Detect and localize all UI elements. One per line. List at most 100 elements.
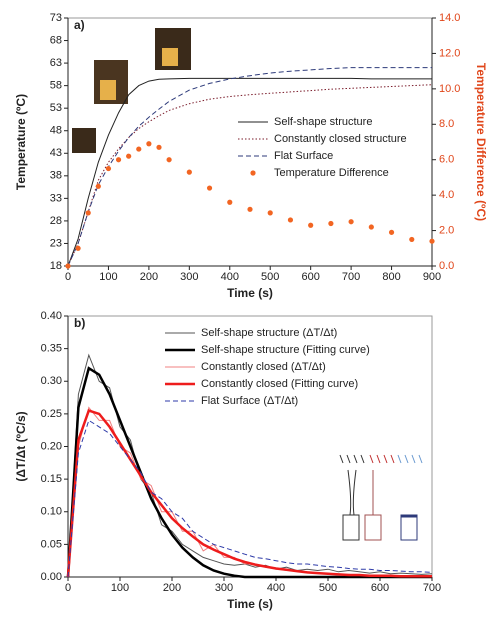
legend-label: Constantly closed (ΔT/Δt) bbox=[201, 361, 326, 373]
x-tick-label: 500 bbox=[319, 582, 337, 594]
legend-label: Flat Surface (ΔT/Δt) bbox=[201, 395, 298, 407]
inset-photo bbox=[100, 80, 116, 100]
data-point bbox=[287, 217, 294, 223]
x-tick-label: 200 bbox=[163, 582, 181, 594]
x-axis-title: Time (s) bbox=[227, 286, 273, 300]
x-tick-label: 500 bbox=[261, 271, 279, 283]
y2-tick-label: 2.0 bbox=[439, 224, 454, 236]
y-tick-label: 18 bbox=[50, 260, 62, 272]
x-tick-label: 0 bbox=[65, 582, 71, 594]
series-line bbox=[67, 406, 432, 578]
series-line bbox=[67, 353, 433, 578]
y-tick-label: 73 bbox=[50, 12, 62, 24]
legend-label: Self-shape structure bbox=[274, 116, 372, 128]
x-tick-label: 0 bbox=[65, 271, 71, 283]
x-tick-label: 600 bbox=[371, 582, 389, 594]
legend-label: Constantly closed structure bbox=[274, 133, 407, 145]
y-tick-label: 0.10 bbox=[41, 506, 62, 518]
data-point bbox=[206, 185, 213, 191]
data-point bbox=[136, 146, 142, 152]
y-tick-label: 0.25 bbox=[41, 408, 62, 420]
data-point bbox=[85, 210, 91, 216]
x-tick-label: 700 bbox=[342, 271, 360, 283]
y-tick-label: 48 bbox=[50, 125, 62, 137]
panel-label: b) bbox=[74, 316, 85, 330]
y-tick-label: 58 bbox=[50, 80, 62, 92]
y-tick-label: 68 bbox=[50, 34, 62, 46]
inset-photos bbox=[72, 28, 191, 153]
inset-photo bbox=[162, 48, 178, 66]
data-point bbox=[146, 141, 152, 147]
y2-tick-label: 4.0 bbox=[439, 189, 454, 201]
data-point bbox=[227, 199, 233, 205]
series-line bbox=[66, 409, 432, 578]
series-line bbox=[67, 77, 432, 267]
y2-tick-label: 8.0 bbox=[439, 118, 454, 130]
y-tick-label: 43 bbox=[50, 147, 62, 159]
series-line bbox=[67, 67, 432, 267]
data-point bbox=[348, 219, 354, 225]
data-point bbox=[95, 183, 101, 189]
y2-tick-label: 12.0 bbox=[439, 47, 460, 59]
x-tick-label: 900 bbox=[423, 271, 441, 283]
y-tick-label: 53 bbox=[50, 102, 62, 114]
y-tick-label: 33 bbox=[50, 192, 62, 204]
y-tick-label: 0.15 bbox=[41, 473, 62, 485]
data-point bbox=[186, 169, 192, 175]
y-tick-label: 23 bbox=[50, 237, 62, 249]
data-point bbox=[388, 229, 395, 235]
inset-photo bbox=[72, 128, 96, 153]
y-tick-label: 0.20 bbox=[41, 440, 62, 452]
y-tick-label: 0.00 bbox=[41, 571, 62, 583]
x-tick-label: 100 bbox=[99, 271, 117, 283]
x-tick-label: 600 bbox=[301, 271, 319, 283]
y-tick-label: 0.30 bbox=[41, 375, 62, 387]
y-tick-label: 0.05 bbox=[41, 538, 62, 550]
y-tick-label: 63 bbox=[50, 57, 62, 69]
x-tick-label: 300 bbox=[180, 271, 198, 283]
x-tick-label: 700 bbox=[423, 582, 441, 594]
legend-swatch bbox=[250, 170, 256, 176]
x-tick-label: 300 bbox=[215, 582, 233, 594]
data-point bbox=[156, 144, 162, 150]
panel-label: a) bbox=[74, 18, 85, 32]
schematic bbox=[339, 454, 423, 541]
legend-label: Flat Surface bbox=[274, 150, 333, 162]
data-point bbox=[308, 222, 314, 228]
data-point bbox=[429, 238, 435, 244]
legend-label: Self-shape structure (Fitting curve) bbox=[201, 344, 370, 356]
data-point bbox=[267, 210, 273, 216]
y2-tick-label: 6.0 bbox=[439, 154, 454, 166]
data-point bbox=[126, 153, 132, 159]
x-tick-label: 400 bbox=[267, 582, 285, 594]
x-axis-title: Time (s) bbox=[227, 597, 273, 611]
y2-tick-label: 0.0 bbox=[439, 260, 454, 272]
data-point bbox=[328, 220, 334, 227]
legend-label: Constantly closed (Fitting curve) bbox=[201, 378, 358, 390]
y2-tick-label: 10.0 bbox=[439, 83, 460, 95]
series-line bbox=[66, 366, 432, 579]
x-tick-label: 800 bbox=[382, 271, 400, 283]
y-axis-title: Temperature (ºC) bbox=[14, 94, 28, 190]
data-point bbox=[368, 224, 374, 230]
y-tick-label: 38 bbox=[50, 170, 62, 182]
data-point bbox=[65, 263, 71, 269]
legend-label: Temperature Difference bbox=[274, 167, 389, 179]
series-line bbox=[67, 419, 433, 578]
x-tick-label: 100 bbox=[111, 582, 129, 594]
y2-tick-label: 14.0 bbox=[439, 12, 460, 24]
series-line bbox=[67, 84, 433, 267]
x-tick-label: 400 bbox=[221, 271, 239, 283]
y-tick-label: 0.35 bbox=[41, 343, 62, 355]
data-point bbox=[166, 157, 172, 163]
data-point bbox=[409, 236, 415, 243]
legend-label: Self-shape structure (ΔT/Δt) bbox=[201, 327, 337, 339]
data-point bbox=[115, 157, 122, 163]
y-tick-label: 28 bbox=[50, 215, 62, 227]
y-axis-title: (ΔT/Δt (ºC/s) bbox=[14, 411, 28, 481]
data-point bbox=[75, 245, 81, 251]
y2-axis-title: Temperature Difference (ºC) bbox=[474, 63, 488, 221]
data-point bbox=[105, 165, 112, 172]
x-tick-label: 200 bbox=[140, 271, 158, 283]
